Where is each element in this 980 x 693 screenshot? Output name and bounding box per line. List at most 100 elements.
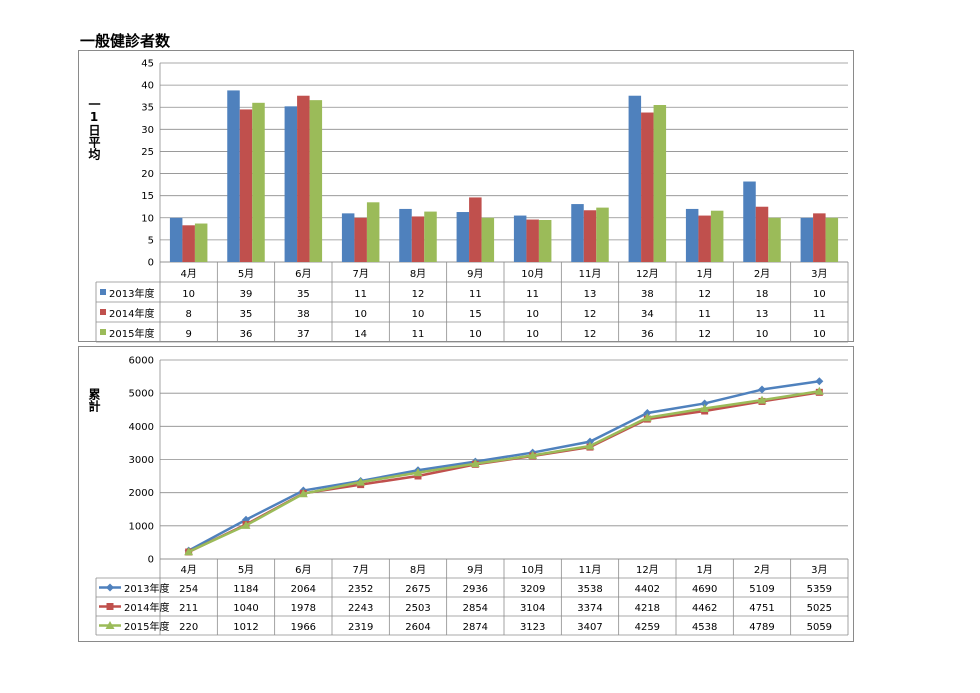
c1-x-tick-label: 2月	[754, 564, 770, 576]
c1-series-line	[188, 380, 820, 552]
c0-bar	[341, 213, 355, 262]
c0-x-tick-label: 6月	[295, 268, 311, 280]
c0-legend-key	[100, 289, 106, 295]
c0-data-label: 14	[354, 329, 367, 340]
c0-legend-key	[100, 329, 106, 335]
c0-bar	[743, 181, 756, 262]
c1-y-tick-label: 5000	[129, 389, 154, 400]
c0-bar	[755, 206, 769, 262]
c1-data-label: 4462	[692, 603, 717, 614]
c0-bar	[481, 217, 495, 262]
c1-x-tick-label: 12月	[636, 564, 659, 576]
c0-bar	[297, 95, 310, 262]
c1-data-label: 211	[179, 603, 198, 614]
c0-legend-label: 2013年度	[109, 287, 154, 300]
c0-y-tick-label: 15	[141, 191, 154, 202]
c0-bar	[399, 208, 412, 262]
c1-y-tick-label: 4000	[129, 422, 154, 433]
c1-data-label: 3374	[577, 603, 602, 614]
c1-point	[528, 450, 538, 459]
c0-bar	[710, 210, 724, 262]
c1-y-tick-label: 6000	[129, 356, 154, 367]
c0-data-label: 11	[526, 289, 539, 300]
c1-data-label: 4402	[635, 584, 660, 595]
c1-data-label: 1966	[291, 622, 316, 633]
c0-bar	[596, 207, 609, 262]
c1-legend-marker	[106, 583, 114, 592]
c0-data-label: 10	[813, 289, 826, 300]
c1-legend-marker	[106, 603, 114, 610]
c1-point	[757, 395, 767, 404]
c0-bar	[227, 90, 240, 262]
c1-y-tick-label: 2000	[129, 488, 154, 499]
c0-data-label: 8	[185, 309, 191, 320]
c0-data-label: 36	[240, 329, 253, 340]
c1-x-tick-label: 8月	[410, 564, 426, 576]
c1-data-label: 5025	[807, 603, 832, 614]
c1-data-label: 3407	[577, 622, 602, 633]
c0-bar	[513, 215, 527, 262]
c0-data-label: 10	[813, 329, 826, 340]
c1-point	[642, 413, 652, 422]
c1-point	[298, 489, 308, 498]
c0-data-label: 15	[469, 309, 482, 320]
c1-data-label: 4751	[749, 603, 774, 614]
c1-x-tick-label: 9月	[467, 564, 483, 576]
c0-x-tick-label: 8月	[410, 268, 426, 280]
c1-x-tick-label: 4月	[180, 564, 196, 576]
c0-x-tick-label: 11月	[579, 268, 602, 280]
c0-data-label: 37	[297, 329, 310, 340]
c1-data-label: 3123	[520, 622, 545, 633]
c0-x-tick-label: 3月	[811, 268, 827, 280]
c1-y-tick-label: 1000	[129, 521, 154, 532]
c0-data-label: 35	[297, 289, 310, 300]
c0-data-label: 10	[469, 329, 482, 340]
c0-bar	[411, 216, 425, 262]
c0-y-tick-label: 40	[141, 81, 154, 92]
c0-data-label: 10	[756, 329, 769, 340]
c1-point	[356, 477, 366, 486]
c0-bar	[583, 210, 597, 262]
c1-point	[643, 409, 652, 418]
c1-data-label: 4690	[692, 584, 717, 595]
c0-bar	[685, 208, 699, 262]
c1-data-label: 5359	[807, 584, 832, 595]
c0-x-tick-label: 5月	[238, 268, 254, 280]
c0-data-label: 12	[698, 289, 711, 300]
c1-data-label: 4538	[692, 622, 717, 633]
c0-bar	[800, 217, 814, 262]
c1-data-label: 3104	[520, 603, 545, 614]
c1-data-label: 5059	[807, 622, 832, 633]
c0-bar	[571, 204, 584, 262]
c0-bar	[628, 95, 642, 262]
c0-data-label: 38	[297, 309, 310, 320]
c0-bar	[653, 105, 667, 262]
c1-point	[758, 385, 766, 394]
c1-data-label: 2936	[463, 584, 488, 595]
c0-data-label: 10	[182, 289, 195, 300]
page-title: 一般健診者数	[80, 32, 171, 50]
c0-y-tick-label: 25	[141, 147, 154, 158]
c1-legend-marker	[105, 621, 115, 629]
c0-data-label: 10	[526, 309, 539, 320]
c0-data-label: 11	[412, 329, 425, 340]
c1-x-tick-label: 1月	[696, 564, 712, 576]
c0-bar	[366, 202, 380, 262]
c0-bar	[526, 219, 539, 262]
c0-data-label: 11	[354, 289, 367, 300]
c0-data-label: 11	[469, 289, 482, 300]
c1-point	[814, 386, 824, 395]
c1-data-label: 2064	[291, 584, 316, 595]
c0-x-tick-label: 1月	[696, 268, 712, 280]
c1-y-tick-label: 3000	[129, 455, 154, 466]
c1-data-label: 2854	[463, 603, 488, 614]
c1-data-label: 3209	[520, 584, 545, 595]
c0-bar	[309, 100, 323, 262]
c1-x-tick-label: 6月	[295, 564, 311, 576]
c0-data-label: 36	[641, 329, 654, 340]
c0-bar	[698, 215, 711, 262]
c1-point	[585, 441, 595, 450]
line-chart-y-label: 累計	[87, 388, 101, 412]
c0-bar	[284, 106, 298, 263]
